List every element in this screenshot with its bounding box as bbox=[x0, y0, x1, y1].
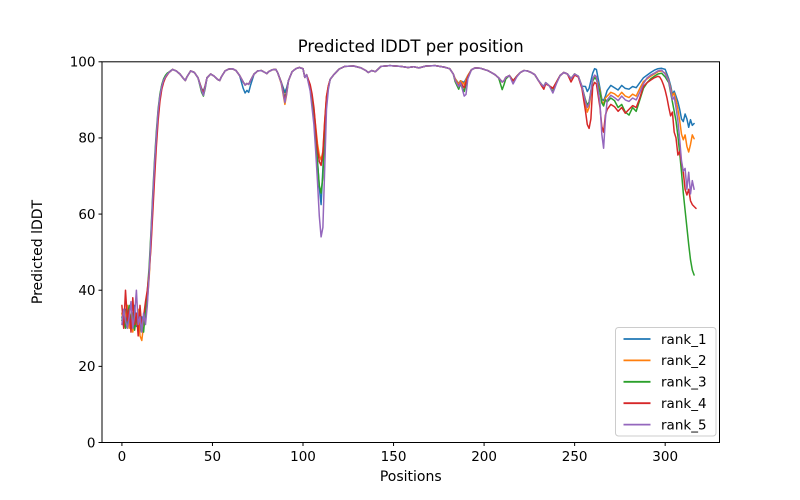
y-axis-label: Predicted lDDT bbox=[30, 199, 46, 304]
x-tick-label: 200 bbox=[471, 449, 497, 465]
series-layer bbox=[121, 64, 697, 342]
series-line-rank_3 bbox=[121, 64, 695, 333]
series-line-rank_5 bbox=[121, 64, 695, 333]
y-tick-label: 80 bbox=[78, 131, 95, 147]
x-tick-label: 300 bbox=[652, 449, 678, 465]
legend: rank_1 rank_2 rank_3 rank_4 rank_5 bbox=[615, 327, 717, 437]
x-axis-label: Positions bbox=[380, 469, 442, 485]
plot-border bbox=[101, 61, 720, 444]
x-tick-label: 50 bbox=[204, 449, 221, 465]
legend-label-rank_2: rank_2 bbox=[661, 353, 707, 369]
legend-label-rank_4: rank_4 bbox=[661, 396, 707, 412]
legend-label-rank_3: rank_3 bbox=[661, 375, 707, 391]
series-line-rank_1 bbox=[121, 64, 695, 333]
x-tick-label: 0 bbox=[118, 449, 127, 465]
y-tick-label: 0 bbox=[87, 435, 96, 451]
x-tick-label: 250 bbox=[562, 449, 588, 465]
series-line-rank_4 bbox=[121, 64, 697, 337]
y-tick-label: 60 bbox=[78, 207, 95, 223]
legend-label-rank_1: rank_1 bbox=[661, 332, 707, 348]
y-tick-label: 100 bbox=[70, 55, 96, 71]
y-tick-label: 40 bbox=[78, 283, 95, 299]
chart-title: Predicted lDDT per position bbox=[298, 37, 524, 56]
y-tick-label: 20 bbox=[78, 359, 95, 375]
x-tick-label: 150 bbox=[381, 449, 407, 465]
x-tick-label: 100 bbox=[290, 449, 316, 465]
legend-label-rank_5: rank_5 bbox=[661, 417, 707, 433]
ticks-layer: 0 50 100 150 200 250 300 0 20 40 60 80 100 bbox=[70, 55, 678, 465]
legend-box bbox=[615, 327, 717, 437]
